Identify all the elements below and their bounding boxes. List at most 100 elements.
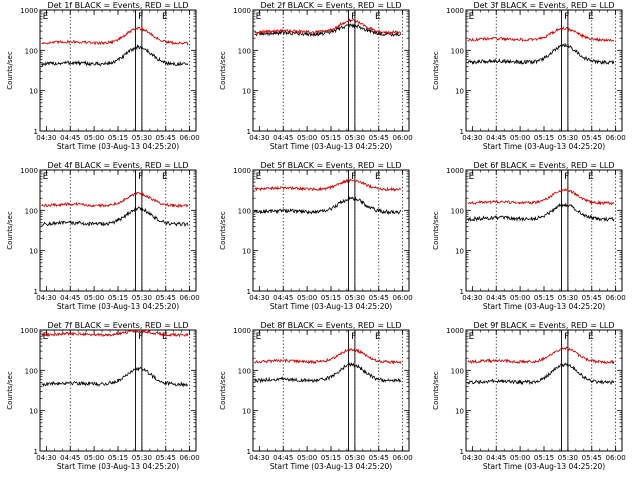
x-tick-label: 04:30 [462, 134, 482, 142]
x-axis-label: Start Time (03-Aug-13 04:25:20) [57, 462, 179, 471]
y-tick-label: 1000 [20, 167, 38, 175]
x-tick-label: 04:45 [60, 134, 80, 142]
x-tick-label: 05:00 [84, 294, 104, 302]
y-tick-label: 100 [451, 47, 464, 55]
interval-marker-E: E [469, 12, 475, 22]
interval-marker-E: E [375, 172, 381, 182]
x-tick-label: 06:00 [606, 454, 626, 462]
x-tick-label: 05:15 [321, 134, 341, 142]
y-tick-label: 1 [247, 448, 251, 456]
plot-frame [465, 329, 623, 452]
plot-frame [252, 9, 410, 132]
y-axis-label: Counts/sec [219, 51, 227, 90]
plot-frame [39, 9, 197, 132]
chart-title: Det 3f BLACK = Events, RED = LLD [473, 1, 614, 10]
plot-frame [39, 329, 197, 452]
x-axis-label: Start Time (03-Aug-13 04:25:20) [57, 302, 179, 311]
x-tick-label: 05:00 [84, 454, 104, 462]
interval-marker-E: E [375, 12, 381, 22]
x-tick-label: 05:30 [345, 134, 365, 142]
y-tick-label: 1000 [233, 327, 251, 335]
interval-marker-E: E [588, 332, 594, 342]
x-tick-label: 04:30 [249, 454, 269, 462]
interval-marker-F: F [138, 12, 143, 22]
x-tick-label: 04:30 [462, 454, 482, 462]
y-tick-label: 100 [25, 207, 38, 215]
x-tick-label: 05:00 [510, 294, 530, 302]
y-tick-label: 100 [238, 47, 251, 55]
x-tick-label: 04:30 [249, 134, 269, 142]
chart-title: Det 5f BLACK = Events, RED = LLD [260, 161, 401, 170]
x-tick-label: 05:15 [108, 134, 128, 142]
x-tick-label: 05:30 [558, 454, 578, 462]
x-tick-label: 05:45 [369, 294, 389, 302]
x-tick-label: 05:45 [582, 454, 602, 462]
interval-marker-F: F [564, 172, 569, 182]
x-axis-label: Start Time (03-Aug-13 04:25:20) [270, 302, 392, 311]
x-tick-label: 06:00 [606, 294, 626, 302]
x-tick-label: 06:00 [180, 134, 200, 142]
y-tick-label: 1 [460, 128, 464, 136]
interval-marker-F: F [138, 172, 143, 182]
series-lld-line [41, 191, 189, 209]
interval-marker-E: E [256, 12, 262, 22]
plot-frame [39, 169, 197, 292]
x-tick-label: 05:45 [369, 454, 389, 462]
x-tick-label: 05:45 [156, 294, 176, 302]
y-tick-label: 1000 [233, 167, 251, 175]
series-events-line [254, 196, 402, 215]
y-axis-label: Counts/sec [432, 211, 440, 250]
y-tick-label: 100 [238, 207, 251, 215]
interval-marker-E: E [43, 172, 49, 182]
y-tick-label: 10 [242, 88, 251, 96]
y-tick-label: 1 [34, 448, 38, 456]
chart-panel-9: Det 9f BLACK = Events, RED = LLD 1 10 100 10… [432, 321, 626, 471]
x-tick-label: 04:30 [462, 294, 482, 302]
y-tick-label: 1 [247, 128, 251, 136]
series-lld-line [254, 18, 402, 35]
chart-panel-6: Det 6f BLACK = Events, RED = LLD 1 10 100 10… [432, 161, 626, 311]
y-axis-label: Counts/sec [219, 211, 227, 250]
x-tick-label: 05:00 [297, 294, 317, 302]
x-tick-label: 05:30 [345, 294, 365, 302]
y-tick-label: 10 [29, 88, 38, 96]
y-tick-label: 10 [242, 248, 251, 256]
interval-marker-E: E [588, 12, 594, 22]
x-tick-label: 05:15 [321, 294, 341, 302]
series-lld-line [254, 348, 402, 365]
interval-marker-E: E [375, 332, 381, 342]
y-tick-label: 100 [451, 207, 464, 215]
x-tick-label: 05:30 [132, 134, 152, 142]
y-tick-label: 1 [460, 288, 464, 296]
chart-title: Det 9f BLACK = Events, RED = LLD [473, 321, 614, 330]
x-tick-label: 04:45 [273, 294, 293, 302]
series-lld-line [41, 328, 189, 338]
x-tick-label: 05:00 [84, 134, 104, 142]
y-axis-label: Counts/sec [6, 51, 14, 90]
x-tick-label: 06:00 [606, 134, 626, 142]
x-tick-label: 05:00 [297, 454, 317, 462]
x-tick-label: 04:30 [36, 454, 56, 462]
y-tick-label: 10 [29, 248, 38, 256]
y-axis-label: Counts/sec [6, 211, 14, 250]
x-tick-label: 05:30 [132, 294, 152, 302]
chart-panel-5: Det 5f BLACK = Events, RED = LLD 1 10 100 10… [219, 161, 413, 311]
y-tick-label: 100 [25, 47, 38, 55]
x-tick-label: 05:45 [582, 294, 602, 302]
plot-frame [465, 9, 623, 132]
chart-panel-7: Det 7f BLACK = Events, RED = LLD 1 10 100 10… [6, 321, 200, 471]
y-tick-label: 1000 [20, 7, 38, 15]
y-tick-label: 1000 [446, 167, 464, 175]
x-axis-label: Start Time (03-Aug-13 04:25:20) [483, 142, 605, 151]
chart-panel-2: Det 2f BLACK = Events, RED = LLD 1 10 100 10… [219, 1, 413, 151]
x-tick-label: 04:45 [486, 134, 506, 142]
series-events-line [467, 361, 615, 386]
x-tick-label: 04:45 [60, 454, 80, 462]
series-events-line [254, 361, 402, 384]
y-tick-label: 1 [460, 448, 464, 456]
x-tick-label: 05:00 [297, 134, 317, 142]
x-tick-label: 05:30 [345, 454, 365, 462]
interval-marker-F: F [138, 332, 143, 342]
interval-marker-E: E [256, 332, 262, 342]
x-axis-label: Start Time (03-Aug-13 04:25:20) [483, 462, 605, 471]
